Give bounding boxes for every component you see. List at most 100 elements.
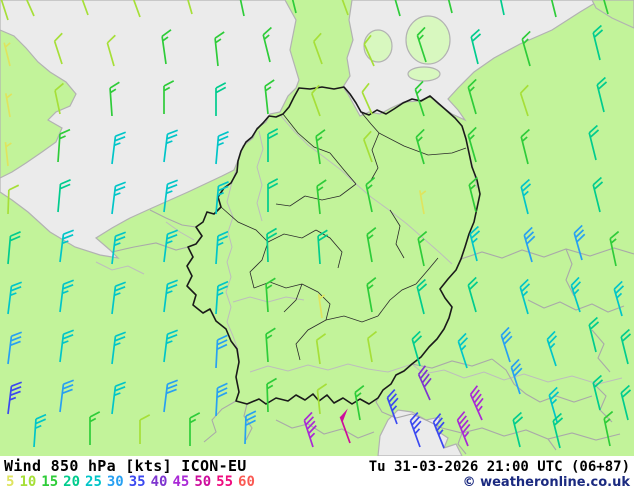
barb-strokes	[620, 384, 632, 421]
wind-barb	[161, 29, 172, 65]
wind-barb	[215, 230, 229, 265]
barb-strokes	[215, 230, 229, 265]
map-title: Wind 850 hPa [kts] ICON-EU	[4, 457, 247, 475]
wind-barb	[418, 190, 427, 215]
wind-barb	[317, 294, 326, 319]
state-borders	[220, 111, 467, 361]
wind-barb	[362, 130, 373, 163]
barb-strokes	[312, 32, 323, 65]
wind-barb	[3, 42, 11, 67]
wind-barb	[59, 379, 74, 413]
zealand-island	[405, 15, 451, 65]
barb-flag	[340, 408, 348, 423]
wind-barb	[267, 128, 279, 162]
barb-strokes	[163, 279, 178, 313]
foreign-borders	[111, 209, 634, 455]
barb-strokes	[365, 176, 376, 213]
wind-barb	[106, 34, 116, 67]
wind-barb	[264, 79, 275, 115]
barb-strokes	[416, 278, 428, 315]
barb-strokes	[417, 365, 432, 401]
barb-strokes	[3, 42, 11, 67]
wind-barb	[215, 82, 227, 116]
wind-barb	[163, 229, 178, 263]
germany-border	[186, 86, 481, 405]
barb-strokes	[163, 229, 178, 263]
wind-barb	[620, 328, 632, 365]
wind-barb	[588, 316, 600, 353]
barb-strokes	[187, 0, 193, 15]
barb-strokes	[523, 226, 536, 263]
barb-strokes	[215, 334, 228, 369]
barb-strokes	[111, 131, 126, 165]
barb-strokes	[161, 29, 172, 65]
barb-strokes	[59, 329, 74, 363]
wind-barb	[519, 278, 531, 315]
barb-strokes	[89, 411, 101, 445]
wind-barb	[267, 178, 279, 212]
barb-strokes	[592, 374, 604, 411]
wind-barb	[596, 76, 608, 113]
barb-strokes	[54, 82, 64, 115]
barb-strokes	[418, 190, 427, 215]
wind-barb	[592, 24, 604, 61]
barb-strokes	[264, 79, 275, 115]
barb-strokes	[109, 81, 120, 117]
wind-barb	[447, 0, 453, 14]
wind-barb	[4, 142, 12, 167]
barb-strokes	[214, 31, 225, 67]
barb-strokes	[546, 330, 558, 367]
wind-barb	[81, 0, 89, 16]
barb-strokes	[548, 386, 560, 423]
scale-value-35: 35	[128, 474, 146, 490]
wind-barb	[550, 0, 557, 18]
wind-barb	[111, 381, 126, 415]
wind-barb	[163, 129, 178, 163]
barb-strokes	[415, 128, 425, 165]
wind-barb	[411, 330, 423, 367]
barb-strokes	[59, 379, 74, 413]
wind-barb	[416, 278, 428, 315]
wind-barb	[339, 408, 351, 444]
barb-strokes	[510, 358, 523, 395]
wind-barb	[7, 184, 20, 215]
scale-value-30: 30	[106, 474, 124, 490]
barb-strokes	[520, 128, 530, 165]
wind-barb	[317, 229, 329, 265]
barb-strokes	[53, 32, 63, 65]
barb-strokes	[266, 227, 278, 263]
scale-value-5: 5	[6, 474, 15, 490]
wind-barb	[521, 30, 531, 67]
wind-barb	[592, 374, 604, 411]
barb-strokes	[467, 276, 479, 313]
barb-strokes	[316, 383, 328, 415]
wind-barb	[467, 78, 477, 115]
wind-barb	[7, 281, 22, 315]
wind-barb	[59, 329, 74, 363]
wind-barb	[510, 358, 523, 395]
barb-strokes	[411, 330, 423, 367]
wind-barb	[613, 280, 625, 317]
wind-barb	[25, 0, 35, 17]
wind-barb	[573, 224, 586, 261]
barb-strokes	[613, 280, 625, 317]
wind-barb	[291, 0, 297, 14]
scale-value-15: 15	[41, 474, 59, 490]
wind-barb	[139, 414, 151, 444]
barb-strokes	[303, 411, 317, 448]
barb-strokes	[456, 411, 471, 447]
barb-strokes	[469, 225, 481, 262]
wind-barb	[33, 413, 47, 448]
wind-barb	[111, 331, 126, 365]
barb-strokes	[394, 0, 401, 17]
wind-barb	[163, 179, 178, 213]
legend-row-1: Wind 850 hPa [kts] ICON-EU Tu 31-03-2026…	[0, 456, 634, 475]
wind-barb	[265, 277, 276, 313]
wind-barb	[59, 279, 74, 313]
wind-barb	[214, 31, 225, 67]
barb-strokes	[7, 231, 21, 265]
wind-barb	[414, 80, 425, 117]
barb-strokes	[432, 413, 445, 449]
wind-barb	[341, 0, 349, 16]
barb-strokes	[57, 179, 71, 213]
